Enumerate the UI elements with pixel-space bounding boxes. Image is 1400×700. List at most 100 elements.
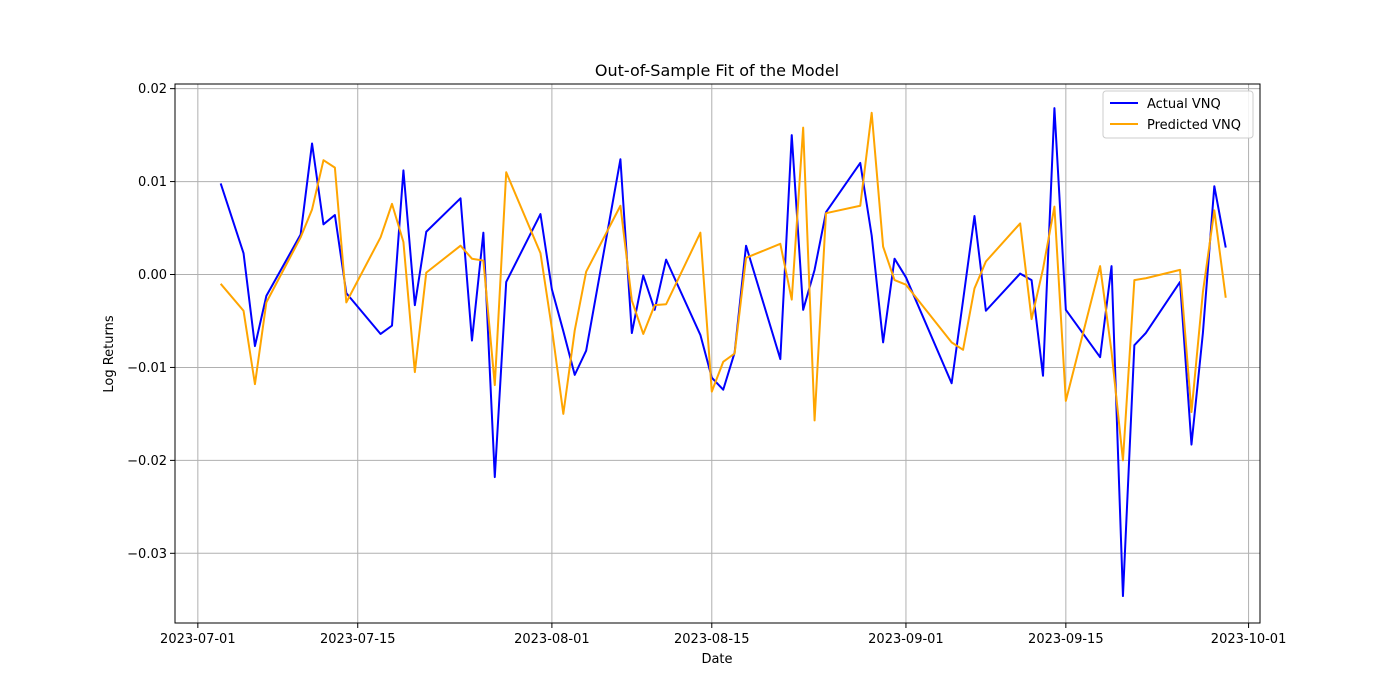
plot-frame bbox=[174, 83, 1261, 624]
data-point bbox=[722, 389, 724, 391]
x-axis: 2023-07-01 2023-07-15 2023-08-01 2023-08-15… bbox=[160, 623, 1286, 647]
x-tick-label: 2023-07-01 bbox=[160, 632, 236, 647]
data-point bbox=[745, 245, 747, 247]
data-point bbox=[322, 159, 324, 161]
legend-box bbox=[1102, 90, 1254, 139]
data-point bbox=[380, 333, 382, 335]
data-point bbox=[1122, 595, 1124, 597]
data-point bbox=[402, 241, 404, 243]
data-point bbox=[871, 234, 873, 236]
data-point bbox=[791, 134, 793, 136]
series-layer bbox=[219, 107, 1227, 598]
data-point bbox=[745, 257, 747, 259]
data-point bbox=[871, 112, 873, 114]
data-point bbox=[814, 419, 816, 421]
data-point bbox=[882, 246, 884, 248]
data-point bbox=[951, 341, 953, 343]
data-point bbox=[631, 332, 633, 334]
data-point bbox=[1213, 209, 1215, 211]
data-point bbox=[243, 310, 245, 312]
data-point bbox=[334, 167, 336, 169]
data-point bbox=[859, 162, 861, 164]
data-point bbox=[1122, 459, 1124, 461]
data-point bbox=[985, 310, 987, 312]
y-tick-label: −0.02 bbox=[127, 454, 167, 469]
data-point bbox=[1053, 206, 1055, 208]
data-point bbox=[1133, 279, 1135, 281]
data-point bbox=[494, 384, 496, 386]
data-point bbox=[665, 259, 667, 261]
data-point bbox=[859, 205, 861, 207]
x-tick-label: 2023-09-15 bbox=[1028, 632, 1104, 647]
data-point bbox=[905, 276, 907, 278]
y-axis: 0.02 0.01 0.00 −0.01 −0.02 −0.03 bbox=[127, 82, 175, 562]
data-point bbox=[505, 281, 507, 283]
data-point bbox=[482, 260, 484, 262]
data-point bbox=[414, 304, 416, 306]
data-point bbox=[551, 288, 553, 290]
data-point bbox=[1190, 411, 1192, 413]
y-tick-label: −0.01 bbox=[127, 361, 167, 376]
data-point bbox=[414, 371, 416, 373]
data-point bbox=[539, 252, 541, 254]
data-point bbox=[402, 169, 404, 171]
data-point bbox=[1031, 318, 1033, 320]
data-point bbox=[973, 215, 975, 217]
data-point bbox=[1042, 268, 1044, 270]
x-tick-label: 2023-07-15 bbox=[320, 632, 396, 647]
data-point bbox=[1225, 297, 1227, 299]
data-point bbox=[585, 271, 587, 273]
data-point bbox=[973, 287, 975, 289]
data-point bbox=[391, 203, 393, 205]
data-point bbox=[711, 391, 713, 393]
x-tick-label: 2023-08-01 bbox=[514, 632, 590, 647]
data-point bbox=[699, 232, 701, 234]
data-point bbox=[802, 127, 804, 129]
data-point bbox=[1111, 265, 1113, 267]
data-point bbox=[1225, 247, 1227, 249]
x-tick-label: 2023-08-15 bbox=[674, 632, 750, 647]
data-point bbox=[619, 158, 621, 160]
data-point bbox=[574, 329, 576, 331]
data-point bbox=[1145, 277, 1147, 279]
data-point bbox=[894, 258, 896, 260]
data-point bbox=[1179, 269, 1181, 271]
data-point bbox=[243, 252, 245, 254]
data-point bbox=[505, 171, 507, 173]
data-point bbox=[791, 299, 793, 301]
data-point bbox=[391, 325, 393, 327]
x-tick-label: 2023-09-01 bbox=[868, 632, 944, 647]
data-point bbox=[1099, 265, 1101, 267]
data-point bbox=[951, 382, 953, 384]
x-axis-label: Date bbox=[701, 652, 732, 667]
data-point bbox=[562, 413, 564, 415]
data-point bbox=[300, 236, 302, 238]
data-point bbox=[1190, 444, 1192, 446]
data-point bbox=[1042, 375, 1044, 377]
legend: Actual VNQ Predicted VNQ bbox=[1102, 90, 1254, 139]
legend-label-actual: Actual VNQ bbox=[1147, 97, 1221, 112]
chart-title: Out-of-Sample Fit of the Model bbox=[595, 61, 839, 80]
data-point bbox=[562, 330, 564, 332]
data-point bbox=[1019, 222, 1021, 224]
data-point bbox=[1065, 400, 1067, 402]
data-point bbox=[494, 476, 496, 478]
data-point bbox=[962, 300, 964, 302]
data-point bbox=[665, 303, 667, 305]
data-point bbox=[985, 261, 987, 263]
data-point bbox=[905, 284, 907, 286]
grid-layer bbox=[175, 84, 1260, 623]
data-point bbox=[779, 358, 781, 360]
data-point bbox=[254, 383, 256, 385]
data-point bbox=[574, 374, 576, 376]
legend-label-predicted: Predicted VNQ bbox=[1147, 118, 1241, 133]
y-tick-label: 0.02 bbox=[138, 82, 167, 97]
data-point bbox=[585, 350, 587, 352]
data-point bbox=[220, 283, 222, 285]
data-point bbox=[1111, 351, 1113, 353]
data-point bbox=[882, 341, 884, 343]
data-point bbox=[1145, 332, 1147, 334]
data-point bbox=[642, 333, 644, 335]
data-point bbox=[814, 269, 816, 271]
data-point bbox=[425, 272, 427, 274]
